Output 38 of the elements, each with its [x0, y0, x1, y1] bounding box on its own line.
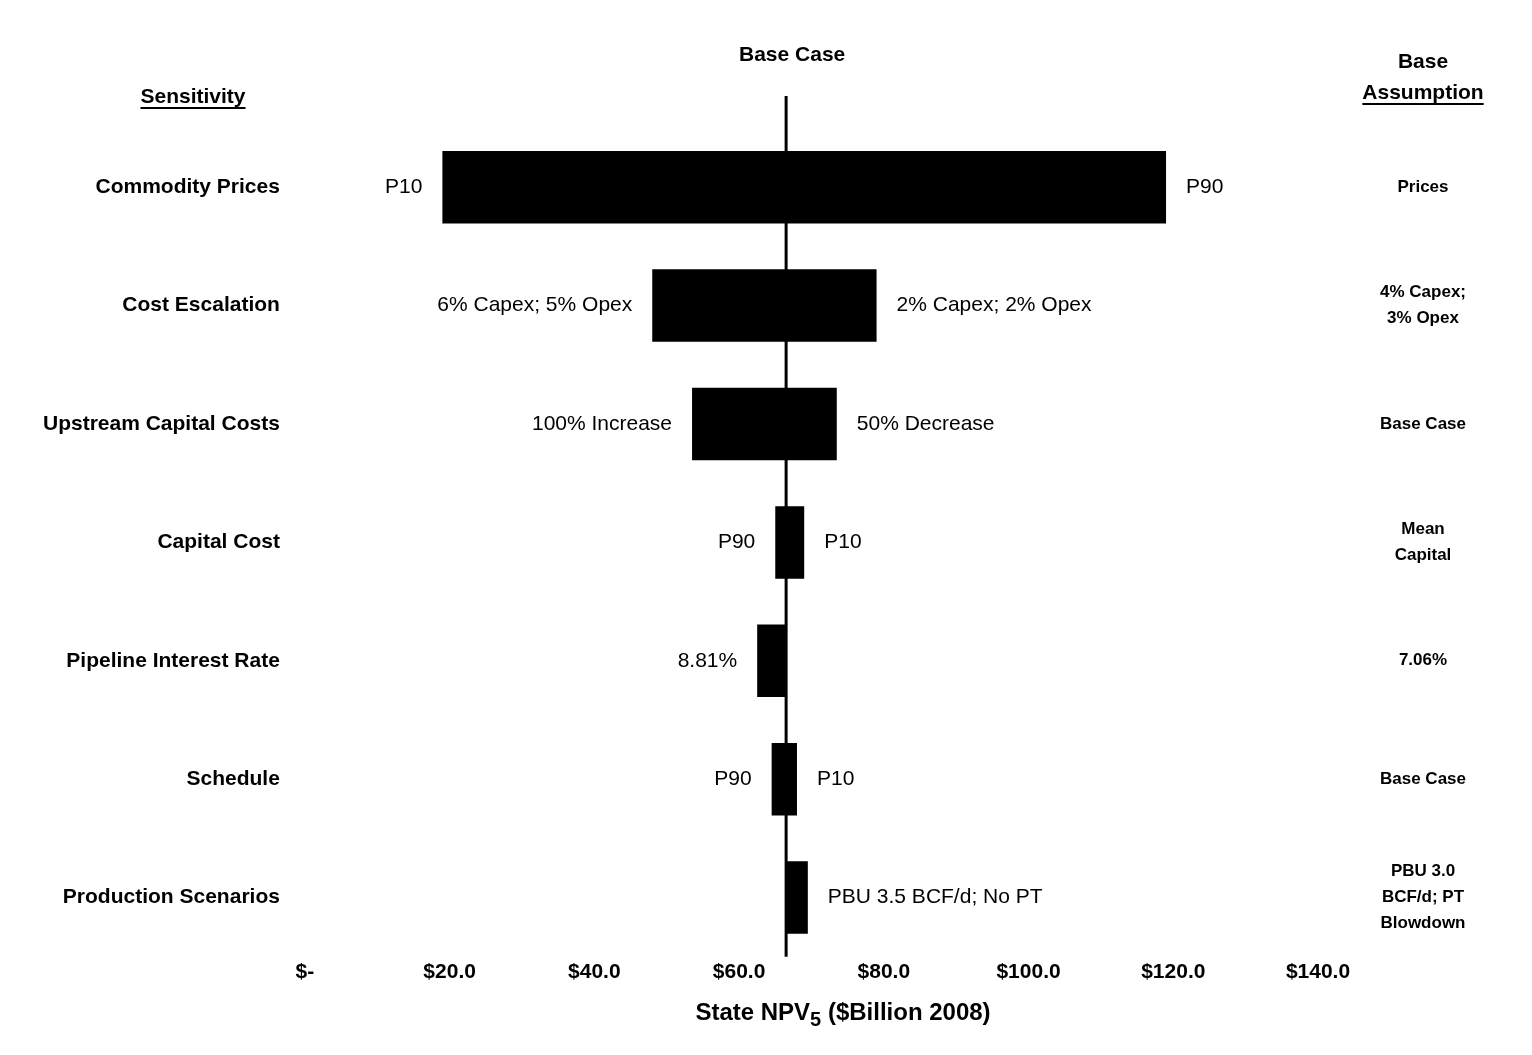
y-tick-label: Upstream Capital Costs — [42, 410, 280, 434]
x-tick-label: $20.0 — [423, 959, 476, 983]
annotation: 50% Decrease — [856, 410, 995, 434]
annotation: 6% Capex; 5% Opex — [437, 292, 633, 316]
text: PBU 3.0 BCF/d; PT Blowdown — [1380, 861, 1466, 933]
y-tick-label: Pipeline Interest Rate — [66, 647, 280, 671]
annotation: P10 — [824, 529, 862, 553]
annotation: P90 — [714, 766, 752, 789]
text: Prices — [1397, 176, 1449, 196]
x-tick-label: $80.0 — [857, 959, 911, 983]
annotation: 8.81% — [677, 647, 738, 671]
y2-axis-title: Base Assumption — [1362, 49, 1484, 103]
x-tick-label: $60.0 — [712, 959, 766, 983]
annotation: 100% Increase — [531, 410, 673, 434]
ref-line-label: Base Case — [739, 42, 846, 66]
x-tick-label: $40.0 — [568, 959, 621, 983]
y-tick-label: Commodity Prices — [95, 174, 280, 197]
annotation: P90 — [1186, 174, 1224, 197]
x-tick-label: $120.0 — [1141, 959, 1206, 983]
annotation: P10 — [385, 174, 423, 197]
y-tick-label: Cost Escalation — [122, 292, 280, 316]
x-tick-label: $100.0 — [996, 959, 1061, 983]
text: 7.06% — [1398, 650, 1448, 670]
y-axis-title: Sensitivity — [140, 84, 246, 107]
text: Mean Capital — [1394, 519, 1452, 565]
y-tick-label: Schedule — [186, 766, 280, 789]
x-tick-label: $- — [295, 959, 315, 983]
x-axis-title: State NPV$_{5}$ ($Billion 2008) — [694, 998, 992, 1031]
x-tick-label: $140.0 — [1285, 959, 1351, 983]
annotation: 2% Capex; 2% Opex — [896, 292, 1093, 316]
y-tick-label: Capital Cost — [157, 529, 280, 553]
annotation: P90 — [717, 529, 756, 553]
text: Base Case — [1379, 413, 1467, 433]
annotation: PBU 3.5 BCF/d; No PT — [827, 884, 1043, 908]
text: Base Case — [1379, 768, 1467, 788]
text: 4% Capex; 3% Opex — [1380, 282, 1466, 328]
y-tick-label: Production Scenarios — [62, 884, 280, 908]
annotation: P10 — [816, 766, 855, 789]
